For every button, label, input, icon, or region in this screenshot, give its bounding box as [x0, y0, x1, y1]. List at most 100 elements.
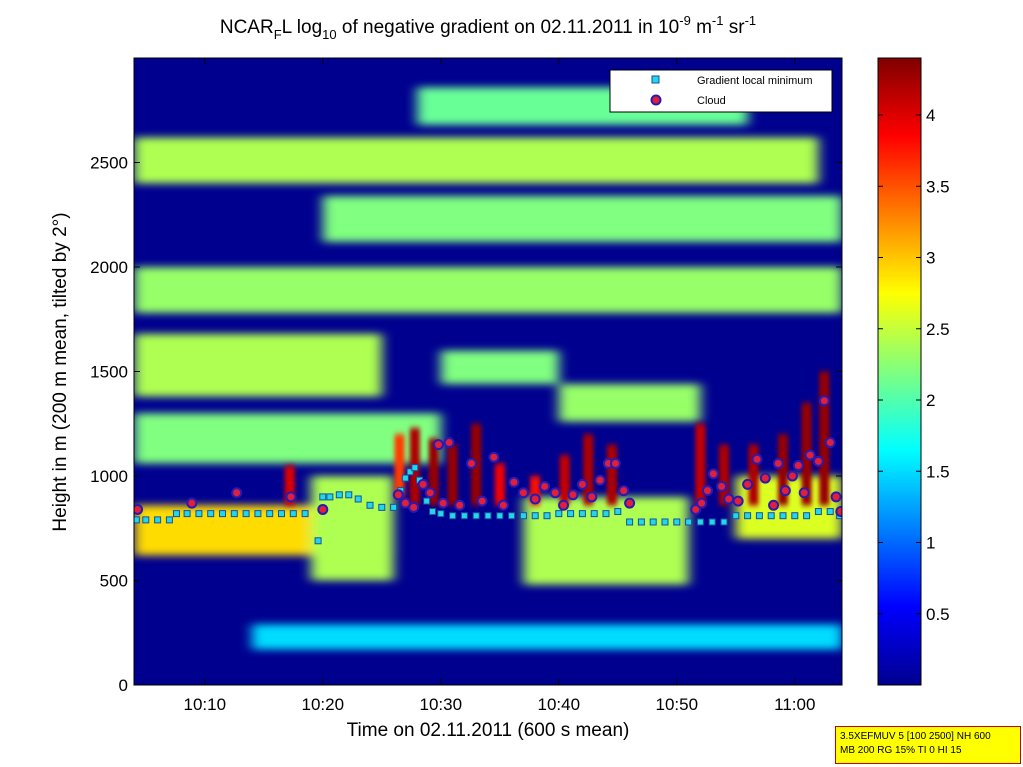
cloud-marker: [779, 485, 791, 497]
gradient-minimum-marker: [335, 491, 343, 499]
heatmap-spike: [819, 371, 830, 506]
cloud-marker: [759, 472, 771, 484]
colorbar-tick-label: 1.5: [926, 462, 950, 481]
cloud-marker: [609, 457, 621, 469]
heatmap-spike: [394, 434, 405, 497]
heatmap-spike: [428, 438, 439, 506]
cloud-marker: [392, 489, 404, 501]
gradient-minimum-marker: [708, 518, 716, 526]
y-axis-label: Height in m (200 m mean, tilted by 2°): [50, 212, 71, 531]
gradient-minimum-marker: [254, 510, 262, 518]
heatmap-spike: [494, 463, 505, 506]
gradient-minimum-marker: [637, 518, 645, 526]
gradient-minimum-marker: [183, 510, 191, 518]
gradient-minimum-marker: [814, 508, 822, 516]
legend-square-marker: [651, 75, 660, 84]
cloud-marker: [818, 395, 830, 407]
gradient-minimum-marker: [207, 510, 215, 518]
gradient-minimum-marker: [803, 512, 811, 520]
cloud-marker: [618, 485, 630, 497]
gradient-minimum-marker: [614, 508, 622, 516]
gradient-minimum-marker: [744, 512, 752, 520]
cloud-marker: [432, 439, 444, 451]
gradient-minimum-marker: [578, 510, 586, 518]
gradient-minimum-marker: [134, 516, 140, 524]
x-tick-label: 10:40: [538, 695, 581, 714]
info-line-2: MB 200 RG 15% TI 0 HI 15: [840, 745, 962, 756]
cloud-marker: [804, 449, 816, 461]
gradient-minimum-marker: [266, 510, 274, 518]
cloud-marker: [488, 451, 500, 463]
cloud-marker: [772, 457, 784, 469]
heatmap-spike: [447, 444, 458, 506]
gradient-minimum-marker: [567, 510, 575, 518]
heatmap-spike: [748, 444, 759, 506]
cloud-marker: [742, 478, 754, 490]
heatmap-band: [134, 137, 819, 184]
gradient-minimum-marker: [496, 512, 504, 520]
colorbar-tick-label: 4: [926, 106, 935, 125]
cloud-marker: [508, 476, 520, 488]
cloud-marker: [529, 493, 541, 505]
gradient-minimum-marker: [278, 510, 285, 518]
gradient-minimum-marker: [165, 516, 173, 524]
x-tick-label: 10:50: [656, 695, 699, 714]
gradient-minimum-marker: [195, 510, 203, 518]
cloud-marker: [830, 491, 842, 503]
cloud-marker: [443, 437, 455, 449]
y-tick-label: 2500: [90, 154, 128, 173]
gradient-minimum-marker: [429, 508, 437, 516]
heatmap-band: [252, 624, 842, 650]
heatmap-spike: [719, 444, 729, 506]
x-tick-label: 10:10: [184, 695, 227, 714]
gradient-minimum-marker: [390, 503, 398, 511]
cloud-marker: [497, 499, 509, 511]
cloud-marker: [399, 497, 411, 509]
gradient-minimum-marker: [437, 510, 445, 518]
heatmap-spike: [778, 434, 788, 506]
gradient-minimum-marker: [649, 518, 657, 526]
y-tick-label: 1500: [90, 363, 128, 382]
heatmap-band: [311, 476, 394, 581]
y-axis: 0 500 1000 1500 2000 2500: [90, 154, 842, 695]
gradient-minimum-marker: [767, 512, 775, 520]
gradient-minimum-marker: [555, 510, 563, 518]
cloud-marker: [408, 501, 420, 513]
gradient-minimum-marker: [319, 493, 327, 501]
gradient-minimum-marker: [602, 510, 610, 518]
gradient-minimum-marker: [449, 512, 457, 520]
cloud-marker: [768, 499, 780, 511]
x-axis-label: Time on 02.11.2011 (600 s mean): [347, 720, 630, 741]
gradient-minimum-marker: [673, 518, 681, 526]
cloud-marker: [558, 499, 570, 511]
heatmap-field: [134, 58, 842, 685]
legend-box: [609, 69, 833, 113]
cloud-marker: [454, 499, 466, 511]
cloud-marker: [792, 460, 804, 472]
chart-title: NCARFL log10 of negative gradient on 02.…: [220, 13, 756, 42]
gradient-minimum-marker: [661, 518, 669, 526]
gradient-minimum-marker: [142, 516, 150, 524]
cloud-marker: [465, 457, 477, 469]
gradient-minimum-marker: [472, 512, 480, 520]
y-tick-label: 500: [100, 572, 128, 591]
gradient-minimum-marker: [411, 464, 419, 472]
gradient-minimum-marker: [779, 512, 787, 520]
heatmap-spike: [583, 434, 594, 506]
gradient-minimum-marker: [354, 495, 362, 503]
gradient-minimum-marker: [685, 518, 693, 526]
cloud-marker: [186, 497, 198, 509]
gradient-minimum-marker: [154, 516, 162, 524]
heatmap-spike: [695, 423, 706, 506]
gradient-minimum-marker: [696, 518, 704, 526]
gradient-minimum-marker: [326, 493, 334, 501]
gradient-minimum-marker: [242, 510, 250, 518]
x-tick-label: 11:00: [774, 695, 815, 714]
gradient-minimum-marker: [543, 512, 551, 520]
cloud-marker: [812, 455, 824, 467]
gradient-minimum-marker: [791, 512, 799, 520]
cloud-marker: [134, 503, 144, 515]
cloud-marker: [701, 485, 713, 497]
cloud-marker: [576, 478, 588, 490]
